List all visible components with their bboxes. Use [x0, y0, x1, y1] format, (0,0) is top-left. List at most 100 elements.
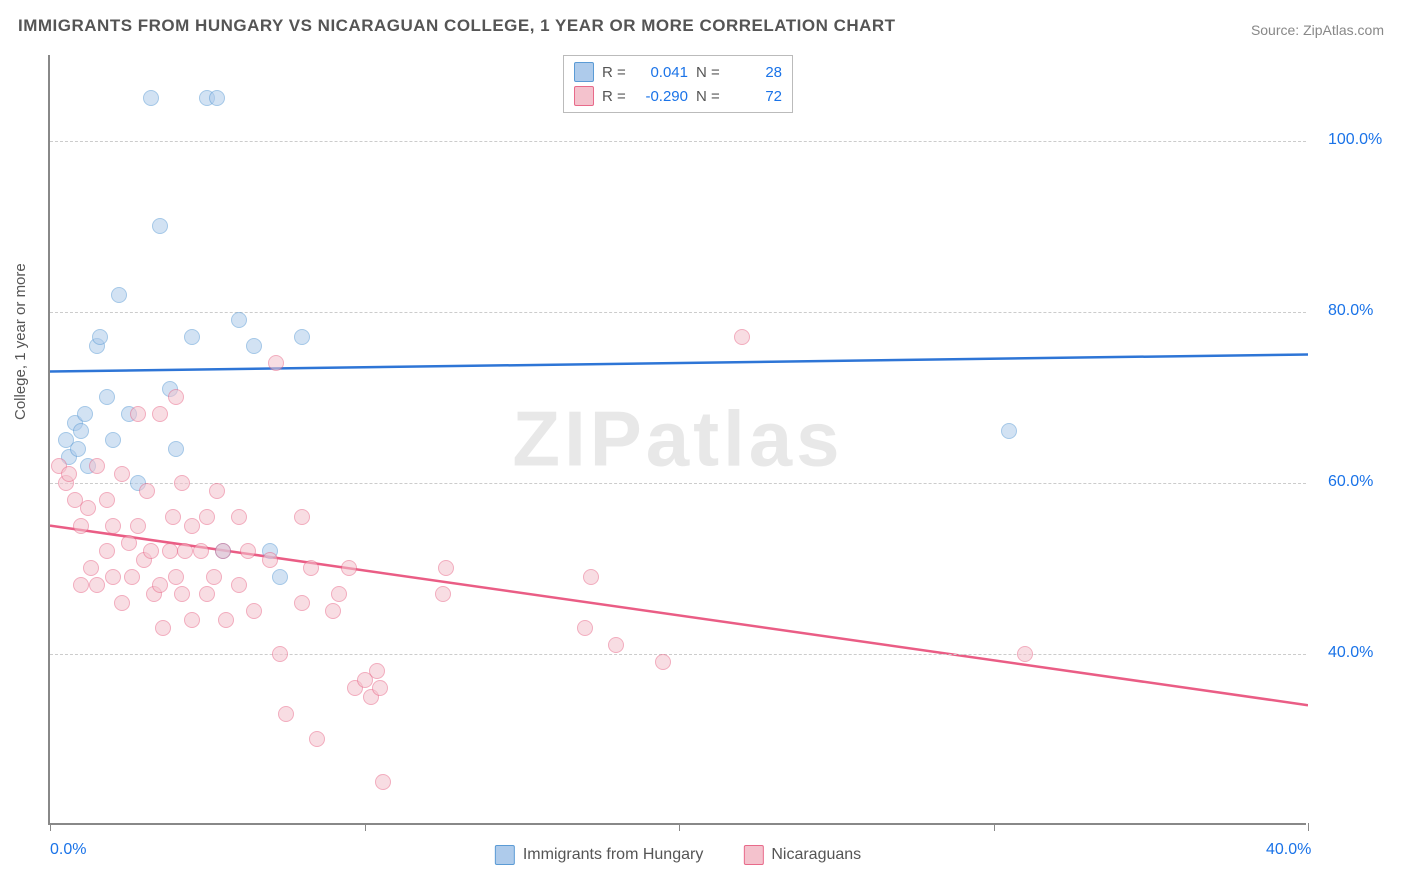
- data-point: [80, 500, 96, 516]
- n-label-1: N =: [696, 64, 722, 81]
- x-tick: [1308, 823, 1309, 831]
- x-tick: [994, 823, 995, 831]
- data-point: [1001, 423, 1017, 439]
- data-point: [165, 509, 181, 525]
- data-point: [83, 560, 99, 576]
- data-point: [246, 603, 262, 619]
- data-point: [70, 441, 86, 457]
- data-point: [734, 329, 750, 345]
- data-point: [77, 406, 93, 422]
- data-point: [174, 586, 190, 602]
- data-point: [121, 535, 137, 551]
- data-point: [143, 90, 159, 106]
- data-point: [294, 329, 310, 345]
- data-point: [294, 595, 310, 611]
- data-point: [1017, 646, 1033, 662]
- legend-item-1: Immigrants from Hungary: [495, 845, 704, 865]
- data-point: [130, 518, 146, 534]
- data-point: [184, 612, 200, 628]
- data-point: [215, 543, 231, 559]
- data-point: [231, 509, 247, 525]
- data-point: [184, 329, 200, 345]
- stats-row-1: R = 0.041 N = 28: [574, 60, 782, 84]
- data-point: [246, 338, 262, 354]
- data-point: [231, 312, 247, 328]
- data-point: [124, 569, 140, 585]
- data-point: [168, 569, 184, 585]
- legend-label-2: Nicaraguans: [771, 846, 861, 864]
- data-point: [61, 466, 77, 482]
- data-point: [209, 90, 225, 106]
- watermark-text: ZIPatlas: [512, 394, 843, 485]
- data-point: [152, 577, 168, 593]
- x-tick: [679, 823, 680, 831]
- stats-legend: R = 0.041 N = 28 R = -0.290 N = 72: [563, 55, 793, 113]
- data-point: [369, 663, 385, 679]
- chart-title: IMMIGRANTS FROM HUNGARY VS NICARAGUAN CO…: [18, 16, 896, 36]
- trend-line: [50, 354, 1308, 371]
- legend-swatch-2: [743, 845, 763, 865]
- trend-lines-svg: [50, 55, 1308, 825]
- data-point: [130, 406, 146, 422]
- data-point: [89, 458, 105, 474]
- data-point: [89, 577, 105, 593]
- data-point: [341, 560, 357, 576]
- n-value-2: 72: [730, 88, 782, 105]
- data-point: [177, 543, 193, 559]
- data-point: [325, 603, 341, 619]
- data-point: [272, 569, 288, 585]
- y-tick-label: 80.0%: [1328, 302, 1373, 320]
- y-tick-label: 100.0%: [1328, 131, 1382, 149]
- r-label-2: R =: [602, 88, 628, 105]
- data-point: [99, 389, 115, 405]
- data-point: [655, 654, 671, 670]
- data-point: [608, 637, 624, 653]
- data-point: [92, 329, 108, 345]
- gridline-h: [50, 654, 1306, 655]
- swatch-series-1: [574, 62, 594, 82]
- gridline-h: [50, 483, 1306, 484]
- chart-container: IMMIGRANTS FROM HUNGARY VS NICARAGUAN CO…: [0, 0, 1406, 892]
- data-point: [193, 543, 209, 559]
- trend-line: [50, 526, 1308, 706]
- n-value-1: 28: [730, 64, 782, 81]
- data-point: [199, 586, 215, 602]
- gridline-h: [50, 141, 1306, 142]
- y-tick-label: 60.0%: [1328, 473, 1373, 491]
- x-tick: [365, 823, 366, 831]
- data-point: [99, 492, 115, 508]
- data-point: [105, 432, 121, 448]
- data-point: [152, 218, 168, 234]
- data-point: [162, 543, 178, 559]
- data-point: [168, 389, 184, 405]
- data-point: [73, 518, 89, 534]
- data-point: [331, 586, 347, 602]
- data-point: [184, 518, 200, 534]
- stats-row-2: R = -0.290 N = 72: [574, 84, 782, 108]
- y-axis-label: College, 1 year or more: [12, 263, 29, 420]
- data-point: [111, 287, 127, 303]
- x-tick-label: 40.0%: [1266, 841, 1311, 859]
- data-point: [435, 586, 451, 602]
- x-tick-label: 0.0%: [50, 841, 86, 859]
- r-value-2: -0.290: [636, 88, 688, 105]
- data-point: [174, 475, 190, 491]
- data-point: [206, 569, 222, 585]
- data-point: [73, 423, 89, 439]
- data-point: [139, 483, 155, 499]
- data-point: [294, 509, 310, 525]
- data-point: [99, 543, 115, 559]
- data-point: [231, 577, 247, 593]
- data-point: [268, 355, 284, 371]
- data-point: [375, 774, 391, 790]
- data-point: [577, 620, 593, 636]
- y-tick-label: 40.0%: [1328, 644, 1373, 662]
- data-point: [143, 543, 159, 559]
- data-point: [218, 612, 234, 628]
- data-point: [209, 483, 225, 499]
- data-point: [262, 552, 278, 568]
- legend-swatch-1: [495, 845, 515, 865]
- data-point: [438, 560, 454, 576]
- data-point: [303, 560, 319, 576]
- x-tick: [50, 823, 51, 831]
